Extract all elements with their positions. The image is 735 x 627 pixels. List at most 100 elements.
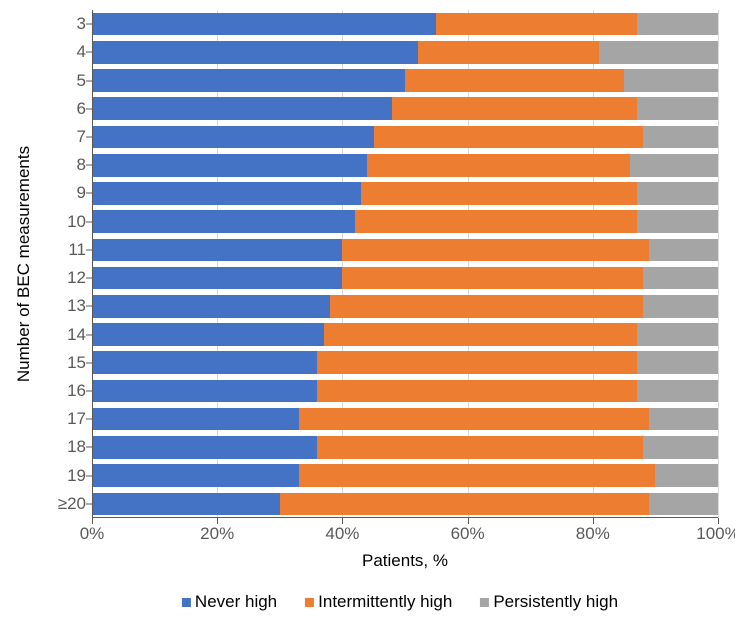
y-tick-mark	[86, 306, 92, 307]
bar-row	[92, 236, 718, 264]
bar-segment-persistent	[630, 154, 718, 177]
x-tick-label: 100%	[696, 518, 735, 544]
bar-segment-never	[92, 351, 317, 374]
bar-segment-intermittent	[392, 97, 636, 120]
bar-segment-never	[92, 210, 355, 233]
bar-row	[92, 320, 718, 348]
stacked-bar	[92, 38, 718, 66]
figure: 345678910111213141516171819≥20 0%20%40%6…	[0, 0, 735, 627]
stacked-bar	[92, 236, 718, 264]
y-axis-line	[92, 10, 93, 518]
stacked-bar	[92, 405, 718, 433]
x-tick-label: 20%	[200, 518, 234, 544]
y-tick-mark	[86, 108, 92, 109]
legend-label: Persistently high	[493, 592, 618, 612]
bar-segment-persistent	[637, 182, 718, 205]
stacked-bar	[92, 292, 718, 320]
bar-segment-never	[92, 295, 330, 318]
y-tick-mark	[86, 278, 92, 279]
y-tick-mark	[86, 221, 92, 222]
stacked-bar	[92, 123, 718, 151]
bar-segment-intermittent	[361, 182, 636, 205]
bar-segment-intermittent	[342, 239, 649, 262]
bar-segment-persistent	[624, 69, 718, 92]
bar-segment-persistent	[637, 323, 718, 346]
bar-row	[92, 349, 718, 377]
bar-row	[92, 490, 718, 518]
bar-segment-persistent	[637, 13, 718, 36]
bar-row	[92, 292, 718, 320]
bar-segment-intermittent	[324, 323, 637, 346]
bar-segment-never	[92, 464, 299, 487]
bar-segment-never	[92, 239, 342, 262]
bar-segment-intermittent	[374, 126, 643, 149]
legend-item-never: Never high	[182, 592, 277, 612]
bar-segment-never	[92, 69, 405, 92]
bar-segment-intermittent	[317, 436, 643, 459]
stacked-bar	[92, 95, 718, 123]
legend-swatch	[305, 598, 314, 607]
y-tick-mark	[86, 52, 92, 53]
bar-segment-intermittent	[405, 69, 624, 92]
bar-row	[92, 151, 718, 179]
y-tick-mark	[86, 334, 92, 335]
x-tick-label: 80%	[576, 518, 610, 544]
bar-segment-persistent	[655, 464, 718, 487]
bar-segment-persistent	[637, 210, 718, 233]
x-axis-line	[92, 517, 718, 518]
bars-layer	[92, 10, 718, 518]
x-axis-title: Patients, %	[362, 551, 448, 571]
stacked-bar	[92, 490, 718, 518]
y-tick-mark	[86, 391, 92, 392]
bar-segment-intermittent	[280, 493, 649, 516]
legend-label: Intermittently high	[318, 592, 452, 612]
bar-segment-never	[92, 182, 361, 205]
stacked-bar	[92, 349, 718, 377]
bar-segment-persistent	[643, 126, 718, 149]
bar-segment-persistent	[599, 41, 718, 64]
y-tick-mark	[86, 249, 92, 250]
bar-segment-never	[92, 380, 317, 403]
bar-segment-intermittent	[299, 408, 650, 431]
bar-row	[92, 208, 718, 236]
y-axis-title: Number of BEC measurements	[14, 146, 34, 382]
bar-row	[92, 10, 718, 38]
stacked-bar	[92, 151, 718, 179]
bar-segment-never	[92, 41, 418, 64]
legend-swatch	[182, 598, 191, 607]
bar-segment-intermittent	[418, 41, 600, 64]
x-tick-label: 40%	[325, 518, 359, 544]
bar-segment-persistent	[637, 380, 718, 403]
bar-segment-persistent	[643, 267, 718, 290]
stacked-bar	[92, 264, 718, 292]
bar-row	[92, 462, 718, 490]
bar-segment-intermittent	[317, 351, 636, 374]
legend-label: Never high	[195, 592, 277, 612]
x-tick-label: 0%	[80, 518, 105, 544]
bar-segment-persistent	[649, 493, 718, 516]
bar-segment-persistent	[637, 97, 718, 120]
bar-segment-never	[92, 13, 436, 36]
bar-row	[92, 123, 718, 151]
legend: Never high Intermittently high Persistentl…	[182, 592, 618, 612]
bar-segment-persistent	[637, 351, 718, 374]
stacked-bar	[92, 208, 718, 236]
bar-segment-intermittent	[317, 380, 636, 403]
y-tick-mark	[86, 503, 92, 504]
stacked-bar	[92, 377, 718, 405]
bar-segment-intermittent	[436, 13, 636, 36]
bar-segment-intermittent	[367, 154, 630, 177]
legend-item-persistent: Persistently high	[480, 592, 618, 612]
stacked-bar	[92, 10, 718, 38]
stacked-bar	[92, 179, 718, 207]
y-tick-mark	[86, 447, 92, 448]
y-tick-mark	[86, 137, 92, 138]
stacked-bar	[92, 433, 718, 461]
y-tick-mark	[86, 475, 92, 476]
bar-segment-persistent	[643, 436, 718, 459]
bar-segment-never	[92, 323, 324, 346]
bar-row	[92, 95, 718, 123]
y-tick-mark	[86, 165, 92, 166]
bar-segment-persistent	[649, 239, 718, 262]
bar-segment-persistent	[643, 295, 718, 318]
